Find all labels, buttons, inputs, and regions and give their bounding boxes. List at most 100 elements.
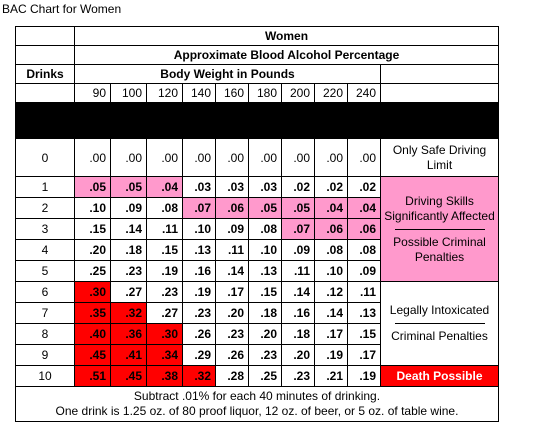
weight-label: 220 xyxy=(314,83,348,103)
bac-value: .45 xyxy=(74,344,111,366)
bac-value: .16 xyxy=(182,260,216,282)
bac-value: .13 xyxy=(182,239,216,261)
bac-value: .11 xyxy=(281,260,315,282)
table-row: 0.00.00.00.00.00.00.00.00.00 Only Safe Dr… xyxy=(15,138,499,177)
bac-value: .18 xyxy=(248,302,282,324)
drinks-count: 2 xyxy=(15,197,75,219)
bac-value: .19 xyxy=(347,365,381,387)
bac-value: .20 xyxy=(215,302,249,324)
bac-value: .10 xyxy=(248,239,282,261)
bac-value: .23 xyxy=(248,344,282,366)
chart-caption: BAC Chart for Women xyxy=(2,2,122,16)
table-row: 3.15.14.11.10.09.08.07.06.06 xyxy=(15,218,499,240)
table-row: 5.25.23.19.16.14.13.11.10.09 xyxy=(15,260,499,282)
bac-value: .29 xyxy=(182,344,216,366)
bac-value: .09 xyxy=(281,239,315,261)
bac-value: .09 xyxy=(347,260,381,282)
zone-safe-label: Only Safe Driving Limit xyxy=(392,142,487,172)
table-row: 6.30.27.23.19.17.15.14.12.11 Legally Into… xyxy=(15,281,499,366)
bac-value: .14 xyxy=(215,260,249,282)
bac-value: .09 xyxy=(110,197,147,219)
bac-value: .10 xyxy=(74,197,111,219)
weight-label: 240 xyxy=(347,83,381,103)
drinks-count: 1 xyxy=(15,176,75,198)
bac-value: .13 xyxy=(248,260,282,282)
drinks-count: 0 xyxy=(15,138,75,177)
bac-value: .19 xyxy=(146,260,183,282)
bac-value: .00 xyxy=(74,138,111,177)
bac-value: .10 xyxy=(314,260,348,282)
bac-value: .00 xyxy=(347,138,381,177)
bac-value: .23 xyxy=(146,281,183,303)
bac-value: .13 xyxy=(347,302,381,324)
bac-value: .08 xyxy=(248,218,282,240)
footer-line-2: One drink is 1.25 oz. of 80 proof liquor… xyxy=(55,404,459,418)
bac-value: .38 xyxy=(146,365,183,387)
bac-value: .19 xyxy=(314,344,348,366)
bac-value: .20 xyxy=(248,323,282,345)
bac-value: .41 xyxy=(110,344,147,366)
bac-value: .02 xyxy=(347,176,381,198)
bac-value: .05 xyxy=(110,176,147,198)
bac-value: .25 xyxy=(248,365,282,387)
bac-value: .00 xyxy=(215,138,249,177)
bac-value: .34 xyxy=(146,344,183,366)
table-row: 10.51.45.38.32.28.25.23.21.19 Death Possi… xyxy=(15,365,499,387)
bac-value: .05 xyxy=(281,197,315,219)
bac-value: .08 xyxy=(314,239,348,261)
weight-label: 120 xyxy=(146,83,183,103)
bac-value: .16 xyxy=(281,302,315,324)
bac-value: .15 xyxy=(347,323,381,345)
bac-value: .11 xyxy=(146,218,183,240)
bac-value: .15 xyxy=(248,281,282,303)
drinks-count: 9 xyxy=(15,344,75,366)
bac-value: .32 xyxy=(182,365,216,387)
zone-intoxicated: Legally Intoxicated Criminal Penalties xyxy=(380,281,499,366)
bac-value: .36 xyxy=(110,323,147,345)
bac-value: .40 xyxy=(74,323,111,345)
table-row: 9.45.41.34.29.26.23.20.19.17 xyxy=(15,344,499,366)
weight-header: Body Weight in Pounds xyxy=(74,64,381,84)
drinks-count: 7 xyxy=(15,302,75,324)
weight-label: 160 xyxy=(215,83,249,103)
drinks-count: 10 xyxy=(15,365,75,387)
bac-value: .09 xyxy=(215,218,249,240)
drinks-count: 8 xyxy=(15,323,75,345)
footer-line-1: Subtract .01% for each 40 minutes of dri… xyxy=(133,389,381,403)
bac-value: .17 xyxy=(314,323,348,345)
bac-value: .18 xyxy=(110,239,147,261)
bac-value: .19 xyxy=(182,281,216,303)
bac-value: .30 xyxy=(74,281,111,303)
zone-death-label: Death Possible xyxy=(396,368,483,383)
bac-value: .02 xyxy=(314,176,348,198)
bac-value: .27 xyxy=(110,281,147,303)
table-row: 2.10.09.08.07.06.05.05.04.04 xyxy=(15,197,499,219)
bac-value: .04 xyxy=(347,197,381,219)
zone-penalties-label: Criminal Penalties xyxy=(391,329,488,343)
bac-value: .12 xyxy=(314,281,348,303)
zone-safe: Only Safe Driving Limit xyxy=(380,138,499,177)
weight-label: 100 xyxy=(110,83,147,103)
bac-value: .20 xyxy=(281,344,315,366)
bac-value: .23 xyxy=(182,302,216,324)
bac-value: .14 xyxy=(281,281,315,303)
bac-value: .28 xyxy=(215,365,249,387)
bac-value: .10 xyxy=(182,218,216,240)
zone-intoxicated-label: Legally Intoxicated xyxy=(389,303,490,317)
zone-impaired: Driving Skills Significantly Affected Pos… xyxy=(380,176,499,282)
bac-value: .00 xyxy=(146,138,183,177)
zone-divider xyxy=(394,228,485,230)
bac-value: .26 xyxy=(182,323,216,345)
bac-value: .17 xyxy=(215,281,249,303)
weight-row: 90 100 120 140 160 180 200 220 240 xyxy=(15,83,499,103)
bac-value: .03 xyxy=(248,176,282,198)
bac-value: .27 xyxy=(146,302,183,324)
weight-label: 140 xyxy=(182,83,216,103)
bac-value: .15 xyxy=(146,239,183,261)
bac-value: .14 xyxy=(110,218,147,240)
black-band xyxy=(15,102,499,139)
drinks-count: 6 xyxy=(15,281,75,303)
drinks-count: 3 xyxy=(15,218,75,240)
bac-value: .03 xyxy=(215,176,249,198)
table-row: 1.05.05.04.03.03.03.02.02.02 Driving Skil… xyxy=(15,176,499,282)
